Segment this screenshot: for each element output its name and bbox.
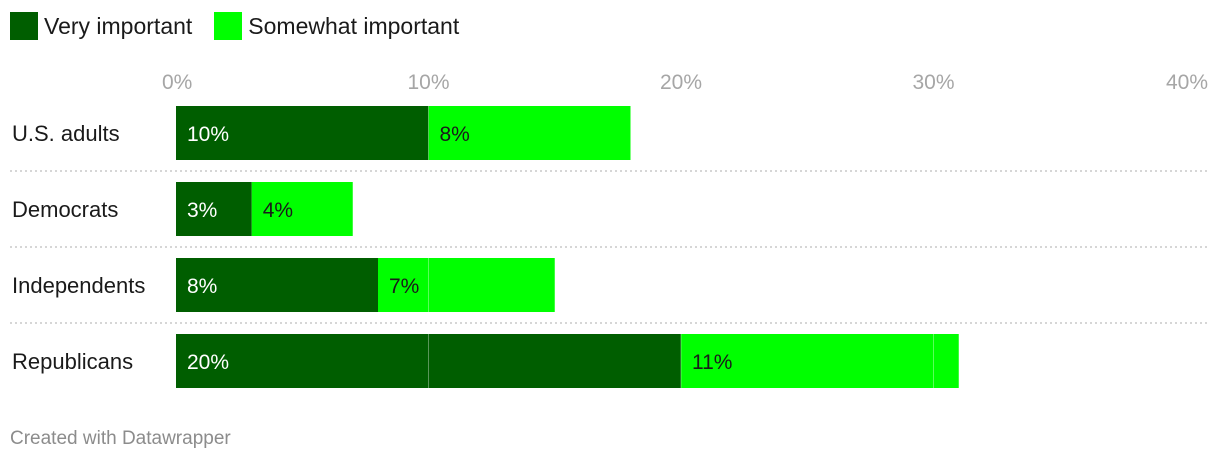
row-label: Republicans (12, 349, 133, 374)
legend-label-very-important: Very important (44, 12, 193, 39)
x-tick-label: 30% (912, 71, 954, 94)
x-tick-label: 20% (660, 71, 702, 94)
data-label: 7% (389, 275, 419, 298)
bar-somewhat-important (428, 106, 631, 160)
x-tick-label: 40% (1166, 71, 1208, 94)
row-label: Independents (12, 273, 145, 298)
credit-text: Created with Datawrapper (10, 428, 231, 449)
legend-item-somewhat-important: Somewhat important (214, 12, 459, 40)
bar-very-important (176, 182, 252, 236)
x-tick-label: 10% (407, 71, 449, 94)
legend-swatch-very-important (10, 12, 38, 40)
x-tick-label: 0% (162, 71, 192, 94)
row-label: U.S. adults (12, 121, 120, 146)
legend-label-somewhat-important: Somewhat important (248, 12, 460, 39)
bar-somewhat-important (378, 258, 555, 312)
legend: Very important Somewhat important (10, 12, 481, 40)
data-label: 8% (440, 123, 470, 146)
data-label: 3% (187, 199, 217, 222)
bar-somewhat-important (681, 334, 959, 388)
stacked-bar-chart: 0% 10% 20% 30% 40% U.S. adults 10% 8% Democrats 3… (10, 71, 1208, 388)
data-label: 8% (187, 275, 217, 298)
row-label: Democrats (12, 197, 118, 222)
bar-very-important (176, 258, 378, 312)
bar-somewhat-important (251, 182, 353, 236)
data-label: 11% (692, 351, 732, 374)
data-label: 10% (187, 123, 229, 146)
legend-item-very-important: Very important (10, 12, 192, 40)
bar-very-important (176, 106, 429, 160)
data-label: 4% (263, 199, 293, 222)
legend-swatch-somewhat-important (214, 12, 243, 40)
data-label: 20% (187, 351, 229, 374)
bar-very-important (176, 334, 681, 388)
